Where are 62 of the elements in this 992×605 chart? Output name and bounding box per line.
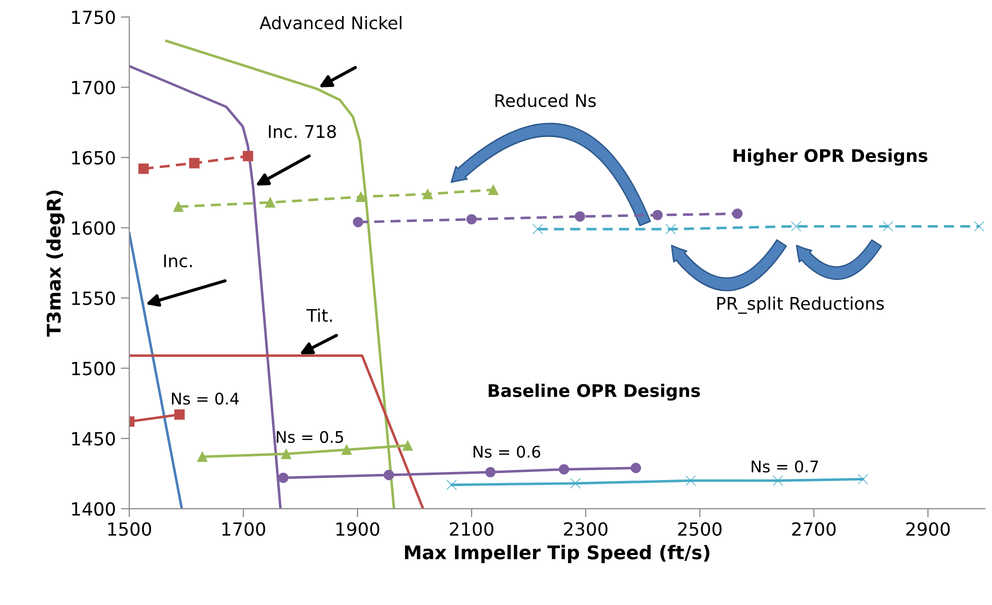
point <box>772 475 784 486</box>
point <box>197 452 208 462</box>
x-tick-label: 2300 <box>564 522 608 536</box>
point <box>352 216 364 228</box>
series-label: Ns = 0.4 <box>172 392 239 405</box>
point <box>790 221 802 232</box>
y-tick-label: 1600 <box>72 221 115 235</box>
x-tick-label: 1700 <box>222 522 266 536</box>
point <box>652 210 663 220</box>
annotation: Baseline OPR Designs <box>488 384 700 401</box>
annotation: Reduced Ns <box>495 94 596 108</box>
point <box>858 474 868 484</box>
point <box>173 201 184 212</box>
annotation: Higher OPR Designs <box>734 148 928 166</box>
point <box>446 480 457 490</box>
point <box>278 472 289 484</box>
point <box>138 164 149 174</box>
y-tick-label: 1500 <box>72 362 115 376</box>
series-label: Inc. 718 <box>268 124 336 138</box>
point <box>242 150 254 162</box>
y-tick-label: 1550 <box>72 291 115 306</box>
x-tick-label: 2900 <box>906 522 950 536</box>
x-tick-label: 1900 <box>336 522 380 536</box>
y-tick-label: 1400 <box>72 502 115 516</box>
point <box>570 478 581 489</box>
point <box>974 221 985 232</box>
x-tick-label: 2100 <box>450 522 494 536</box>
point <box>630 462 642 474</box>
y-tick-label: 1700 <box>72 80 115 94</box>
point <box>466 214 477 225</box>
point <box>665 224 676 234</box>
point <box>356 192 366 202</box>
point <box>485 466 496 478</box>
point <box>402 440 413 451</box>
point <box>422 188 433 200</box>
point <box>264 197 276 208</box>
series-label: Ns = 0.5 <box>276 430 344 444</box>
point <box>384 470 394 480</box>
y-tick-label: 1650 <box>72 150 115 165</box>
annotation: PR_split Reductions <box>717 296 884 314</box>
point <box>189 158 200 168</box>
series-label: Ns = 0.7 <box>752 460 818 473</box>
series-label: Ns = 0.6 <box>474 446 540 458</box>
series-label: Inc. <box>164 254 192 268</box>
text: Advanced Nickel <box>260 16 402 30</box>
point <box>732 208 743 219</box>
point <box>341 444 352 455</box>
point <box>488 184 498 196</box>
point <box>882 221 894 232</box>
x-tick-label: 2700 <box>792 522 836 536</box>
point <box>685 475 696 486</box>
point <box>532 224 543 234</box>
x-axis-title: Max Impeller Tip Speed (ft/s) <box>405 544 710 564</box>
series-label: Tit. <box>306 308 332 322</box>
x-tick-label: 1500 <box>108 522 152 536</box>
y-axis-title: T3max (degR) <box>46 190 65 337</box>
point <box>280 448 292 460</box>
point <box>574 211 586 222</box>
y-tick-label: 1750 <box>72 10 115 24</box>
y-tick-label: 1450 <box>72 432 115 446</box>
x-tick-label: 2500 <box>678 522 722 536</box>
point <box>558 464 570 475</box>
